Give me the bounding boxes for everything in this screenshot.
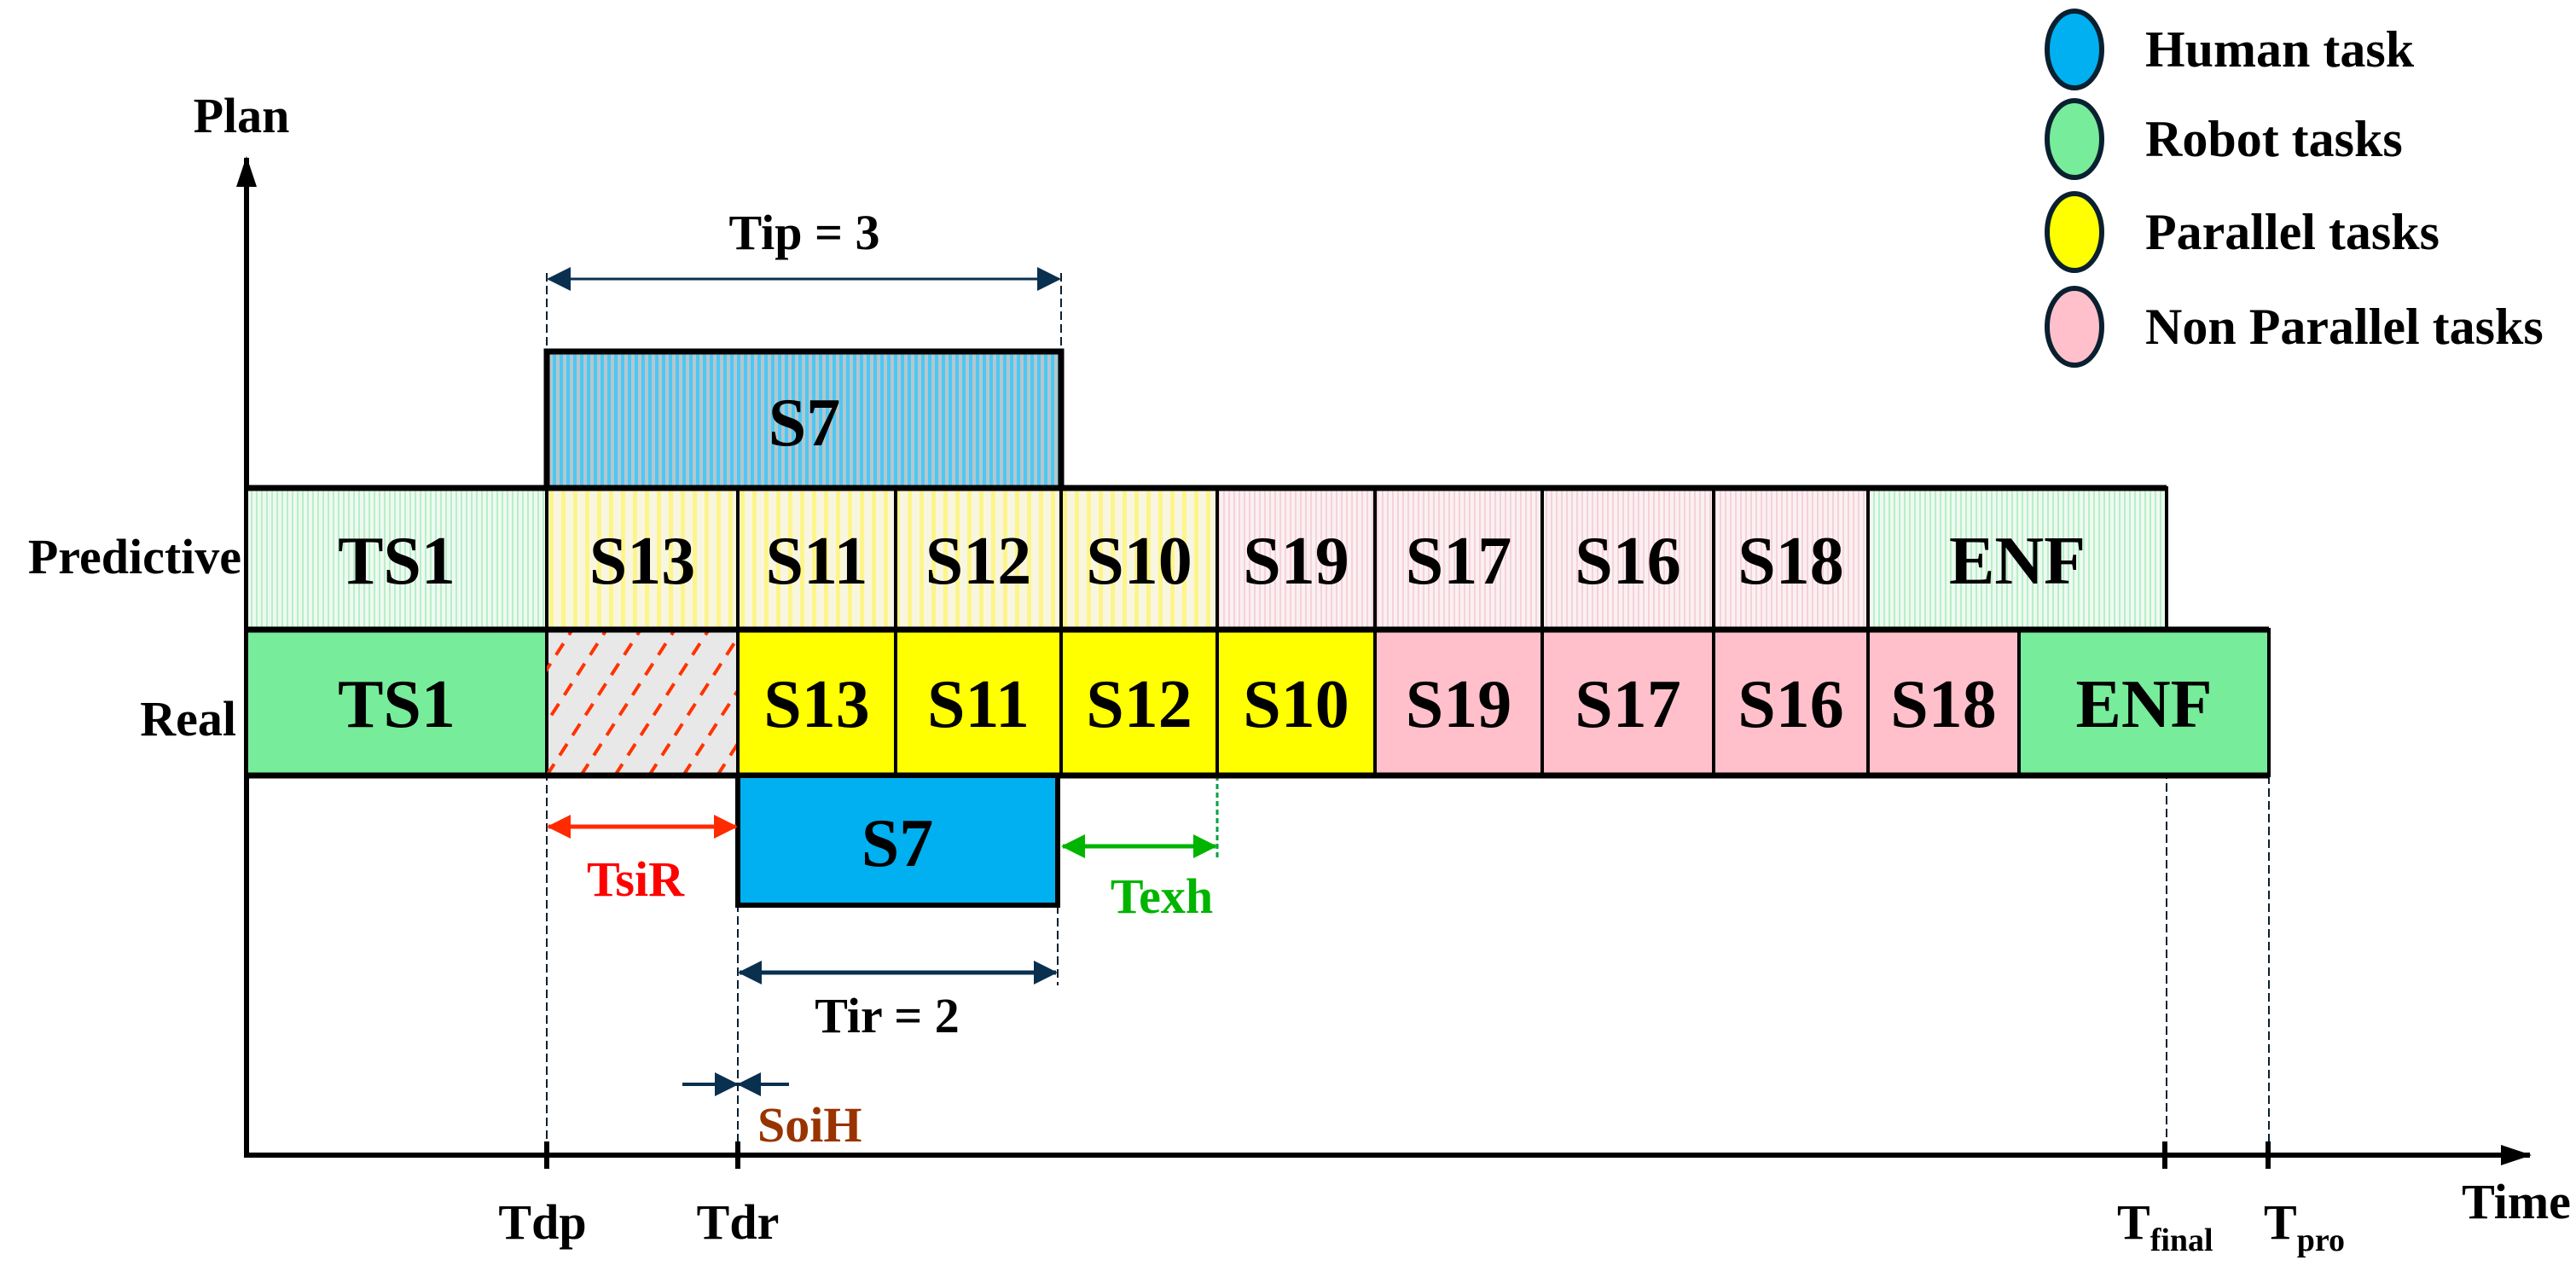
predicted-human-task-s7: [543, 348, 1065, 491]
tsir-label: TsiR: [587, 851, 685, 907]
real-task-s13: [736, 628, 897, 777]
row-label-predictive: Predictive: [28, 529, 241, 584]
real-task-label: S19: [1406, 667, 1512, 742]
x-axis-label: Time: [2462, 1174, 2571, 1229]
real-task-label: S17: [1575, 667, 1681, 742]
real-human-task-s7: [735, 773, 1060, 908]
legend-swatch-human-task: [2045, 9, 2104, 90]
real-task-label: S11: [927, 667, 1030, 742]
real-task-s11: [894, 628, 1063, 777]
predictive-task-label: S10: [1086, 524, 1192, 599]
hatch-line: [647, 634, 738, 775]
predictive-task-label: S13: [589, 524, 696, 599]
real-task-label: S18: [1890, 667, 1997, 742]
tdr-label: Tdr: [697, 1194, 780, 1250]
hatch-line: [716, 740, 738, 775]
predictive-task-label: S19: [1243, 524, 1349, 599]
predictive-task-label: S12: [925, 524, 1032, 599]
predicted-human-task-label: S7: [769, 386, 841, 461]
legend-label: Non Parallel tasks: [2145, 299, 2544, 355]
hatch-line: [613, 630, 711, 775]
predictive-task-label: S16: [1575, 524, 1681, 599]
real-task-label: S10: [1243, 667, 1349, 742]
row-label-real: Real: [140, 691, 236, 746]
real-idle-gap: [545, 628, 740, 777]
legend-swatch-non-parallel-tasks: [2045, 286, 2104, 368]
real-row: TS1 S13 S11 S12 S10 S19 S17 S16 S18 ENF: [245, 626, 2271, 779]
real-task-label: S13: [763, 667, 870, 742]
predictive-task-label: ENF: [1949, 524, 2086, 599]
tip-label: Tip = 3: [728, 205, 879, 260]
predictive-row: TS1 S13 S11 S12 S10 S19 S17 S16 S18 ENF: [245, 485, 2168, 631]
predictive-task-label: TS1: [338, 524, 455, 599]
texh-label: Texh: [1111, 868, 1213, 924]
tir-label: Tir = 2: [815, 988, 960, 1043]
real-task-label: S12: [1086, 667, 1192, 742]
predictive-task-s19: [1215, 486, 1377, 631]
legend-label: Robot tasks: [2145, 111, 2403, 167]
real-task-s19: [1373, 628, 1544, 777]
predictive-task-s13: [545, 486, 740, 631]
legend-swatch-robot-tasks: [2045, 98, 2104, 180]
real-task-label: TS1: [338, 667, 455, 742]
y-axis-label: Plan: [194, 88, 290, 143]
legend-swatch-parallel-tasks: [2045, 191, 2104, 273]
real-task-label: S16: [1738, 667, 1844, 742]
soih-label: SoiH: [757, 1097, 862, 1153]
predictive-task-label: S11: [765, 524, 867, 599]
predictive-task-s10: [1059, 486, 1219, 631]
hatch-line: [547, 630, 642, 775]
real-task-ts1: [245, 628, 548, 777]
real-task-label: ENF: [2076, 667, 2213, 742]
real-task-s10: [1215, 628, 1377, 777]
legend: Human task Robot tasks Parallel tasks Non P…: [2045, 9, 2544, 368]
tpro-label: Tpro: [2264, 1194, 2345, 1258]
tfinal-label: Tfinal: [2117, 1194, 2213, 1258]
real-human-task-label: S7: [862, 806, 934, 881]
time-ticks: [544, 1141, 2271, 1169]
predictive-task-s11: [736, 486, 897, 631]
predictive-task-label: S17: [1406, 524, 1512, 599]
predictive-task-enf: [1866, 486, 2168, 631]
predictive-task-label: S18: [1738, 524, 1844, 599]
real-task-enf: [2017, 628, 2271, 777]
legend-label: Human task: [2145, 21, 2415, 78]
hatch-line: [682, 687, 738, 775]
hatch-line: [547, 630, 608, 726]
legend-label: Parallel tasks: [2145, 204, 2440, 260]
hatch-line: [547, 630, 574, 673]
hatch-line: [579, 630, 676, 775]
idle-hatching: [547, 630, 738, 775]
tdp-label: Tdp: [498, 1194, 586, 1250]
